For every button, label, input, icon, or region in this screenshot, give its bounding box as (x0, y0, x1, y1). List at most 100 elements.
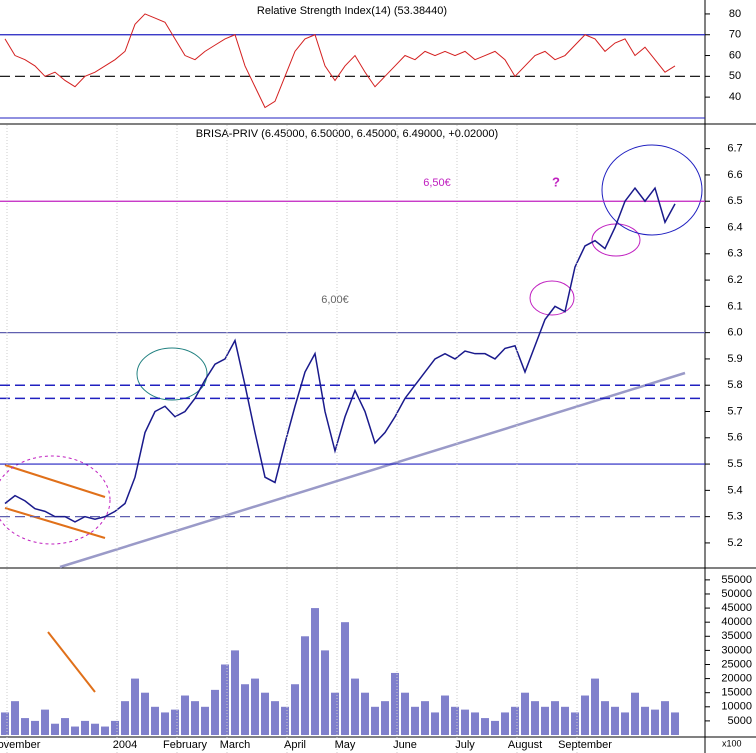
volume-bar (441, 695, 449, 735)
volume-bar (51, 723, 59, 735)
x-tick-label: April (284, 739, 306, 751)
y-tick-label: 20000 (721, 672, 752, 684)
volume-bar (491, 720, 499, 735)
y-tick-label: 6.7 (727, 143, 742, 155)
y-tick-label: 5.2 (727, 537, 742, 549)
y-tick-label: 5.3 (727, 511, 742, 523)
volume-bar (251, 678, 259, 735)
volume-bar (41, 709, 49, 735)
volume-bar (131, 678, 139, 735)
volume-bar (351, 678, 359, 735)
y-tick-label: 40000 (721, 616, 752, 628)
volume-bar (631, 692, 639, 735)
volume-bar (161, 712, 169, 735)
volume-bar (501, 712, 509, 735)
y-tick-label: 5.5 (727, 458, 742, 470)
channel-line (4, 507, 106, 539)
highlight-ellipse (0, 455, 111, 545)
highlight-ellipse (529, 280, 575, 316)
volume-bar (581, 695, 589, 735)
volume-bar (551, 701, 559, 735)
volume-bar (561, 706, 569, 735)
volume-bar (361, 692, 369, 735)
volume-bar (521, 692, 529, 735)
volume-bar (641, 706, 649, 735)
volume-bar (511, 706, 519, 735)
volume-bar (111, 720, 119, 735)
volume-bar (271, 701, 279, 735)
data-line (4, 13, 676, 109)
volume-bar (231, 650, 239, 735)
volume-bar (431, 712, 439, 735)
rsi-title: Relative Strength Index(14) (53.38440) (257, 5, 447, 17)
x-tick-label: May (335, 739, 356, 751)
y-tick-label: 70 (729, 29, 741, 41)
volume-bar (611, 706, 619, 735)
volume-bar (291, 684, 299, 735)
annotation: 6,50€ (423, 177, 451, 189)
x-tick-label: September (558, 739, 612, 751)
volume-bar (281, 706, 289, 735)
data-line (4, 186, 676, 523)
y-tick-label: 6.4 (727, 221, 742, 233)
y-tick-label: 5.9 (727, 353, 742, 365)
volume-bar (661, 701, 669, 735)
highlight-ellipse (136, 347, 208, 401)
y-tick-label: 5.8 (727, 379, 742, 391)
volume-bar (541, 706, 549, 735)
volume-bar (401, 692, 409, 735)
volume-bar (311, 608, 319, 735)
volume-bar (411, 706, 419, 735)
y-tick-label: 80 (729, 8, 741, 20)
y-tick-label: 15000 (721, 687, 752, 699)
volume-bar (381, 701, 389, 735)
x-tick-label: March (220, 739, 251, 751)
volume-bar (1, 712, 9, 735)
volume-bar (421, 701, 429, 735)
y-tick-label: 55000 (721, 574, 752, 586)
y-tick-label: 60 (729, 49, 741, 61)
volume-bar (141, 692, 149, 735)
volume-bar (341, 622, 349, 735)
y-tick-label: 30000 (721, 644, 752, 656)
unit-label: x100 (722, 738, 742, 748)
volume-bar (171, 709, 179, 735)
volume-bar (21, 718, 29, 735)
y-tick-label: 6.0 (727, 327, 742, 339)
volume-bar (31, 720, 39, 735)
channel-line (4, 464, 106, 498)
volume-bar (621, 712, 629, 735)
volume-bar (481, 718, 489, 735)
y-tick-label: 25000 (721, 658, 752, 670)
y-tick-label: 6.6 (727, 169, 742, 181)
volume-bar (191, 701, 199, 735)
volume-bar (101, 726, 109, 735)
price-title: BRISA-PRIV (6.45000, 6.50000, 6.45000, 6… (196, 128, 498, 140)
volume-bar (321, 650, 329, 735)
volume-bar (531, 701, 539, 735)
volume-bar (451, 706, 459, 735)
volume-bar (151, 706, 159, 735)
y-tick-label: 6.3 (727, 248, 742, 260)
volume-bar (81, 720, 89, 735)
volume-bar (181, 695, 189, 735)
annotation: ? (552, 174, 560, 189)
volume-bar (471, 712, 479, 735)
volume-bar (71, 726, 79, 735)
annotation: 6,00€ (321, 294, 349, 306)
y-tick-label: 50000 (721, 588, 752, 600)
volume-bar (651, 709, 659, 735)
y-tick-label: 10000 (721, 701, 752, 713)
y-tick-label: 6.5 (727, 195, 742, 207)
y-tick-label: 6.1 (727, 300, 742, 312)
y-tick-label: 5000 (728, 715, 752, 727)
trend-line (59, 371, 686, 569)
volume-bar (391, 672, 399, 735)
x-tick-label: November (0, 739, 41, 751)
volume-bar (261, 692, 269, 735)
y-tick-label: 50 (729, 70, 741, 82)
y-tick-label: 5.7 (727, 405, 742, 417)
y-tick-label: 35000 (721, 630, 752, 642)
